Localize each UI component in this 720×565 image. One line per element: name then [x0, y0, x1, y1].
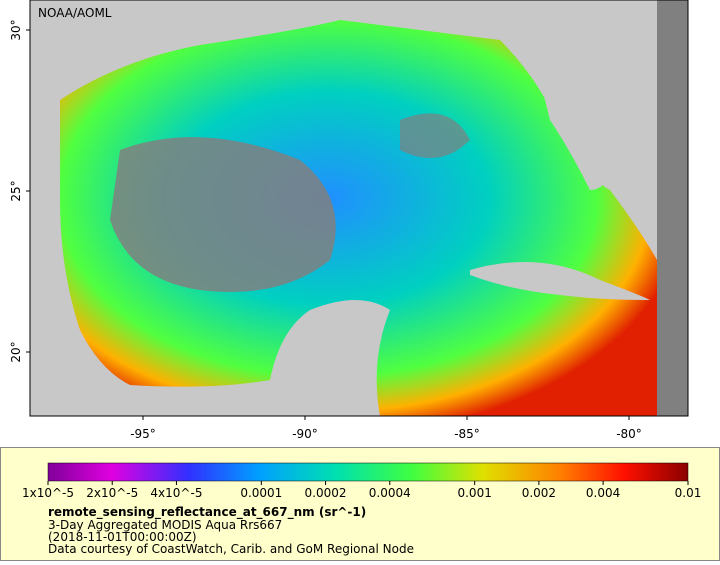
lon-label: -80°: [616, 427, 642, 441]
colorbar: [47, 462, 689, 482]
colorbar-label: 0.001: [457, 486, 491, 500]
colorbar-label: 2x10^-5: [86, 486, 138, 500]
colorbar-label: 1x10^-5: [22, 486, 74, 500]
lat-label: 25°: [9, 180, 23, 201]
source: Data courtesy of CoastWatch, Carib. and …: [48, 542, 414, 556]
colorbar-label: 0.0002: [305, 486, 347, 500]
variable: remote_sensing_reflectance_at_667_nm (sr…: [48, 505, 366, 520]
lat-label: 30°: [9, 19, 23, 40]
lon-label: -95°: [130, 427, 156, 441]
colorbar-label: 0.0001: [240, 486, 282, 500]
axes: 30° 25° 20° -95° -90° -85° -80°: [9, 19, 642, 441]
cuba: [470, 262, 650, 300]
credit: NOAA/AOML: [38, 6, 112, 20]
colorbar-label: 0.0004: [369, 486, 411, 500]
map-frame: [29, 0, 689, 417]
colorbar-label: 4x10^-5: [150, 486, 202, 500]
gulf-data: [60, 20, 657, 416]
colorbar-ticks: 1x10^-5 2x10^-5 4x10^-5 0.0001 0.0002 0.0004 0…: [22, 481, 701, 500]
no-data-strip: [657, 0, 688, 416]
legend: 1x10^-5 2x10^-5 4x10^-5 0.0001 0.0002 0.0004 0…: [0, 447, 720, 561]
cloud-mask: [110, 137, 336, 292]
description: 3-Day Aggregated MODIS Aqua Rrs667: [48, 518, 282, 532]
colorbar-label: 0.004: [586, 486, 620, 500]
map: NOAA/AOML: [29, 0, 689, 417]
lon-label: -85°: [454, 427, 480, 441]
time: (2018-11-01T00:00:00Z): [48, 530, 197, 544]
colorbar-label: 0.002: [522, 486, 556, 500]
colorbar-label: 0.01: [675, 486, 702, 500]
lon-label: -90°: [292, 427, 318, 441]
florida: [530, 40, 620, 190]
lat-label: 20°: [9, 341, 23, 362]
cloud-mask: [400, 113, 470, 158]
